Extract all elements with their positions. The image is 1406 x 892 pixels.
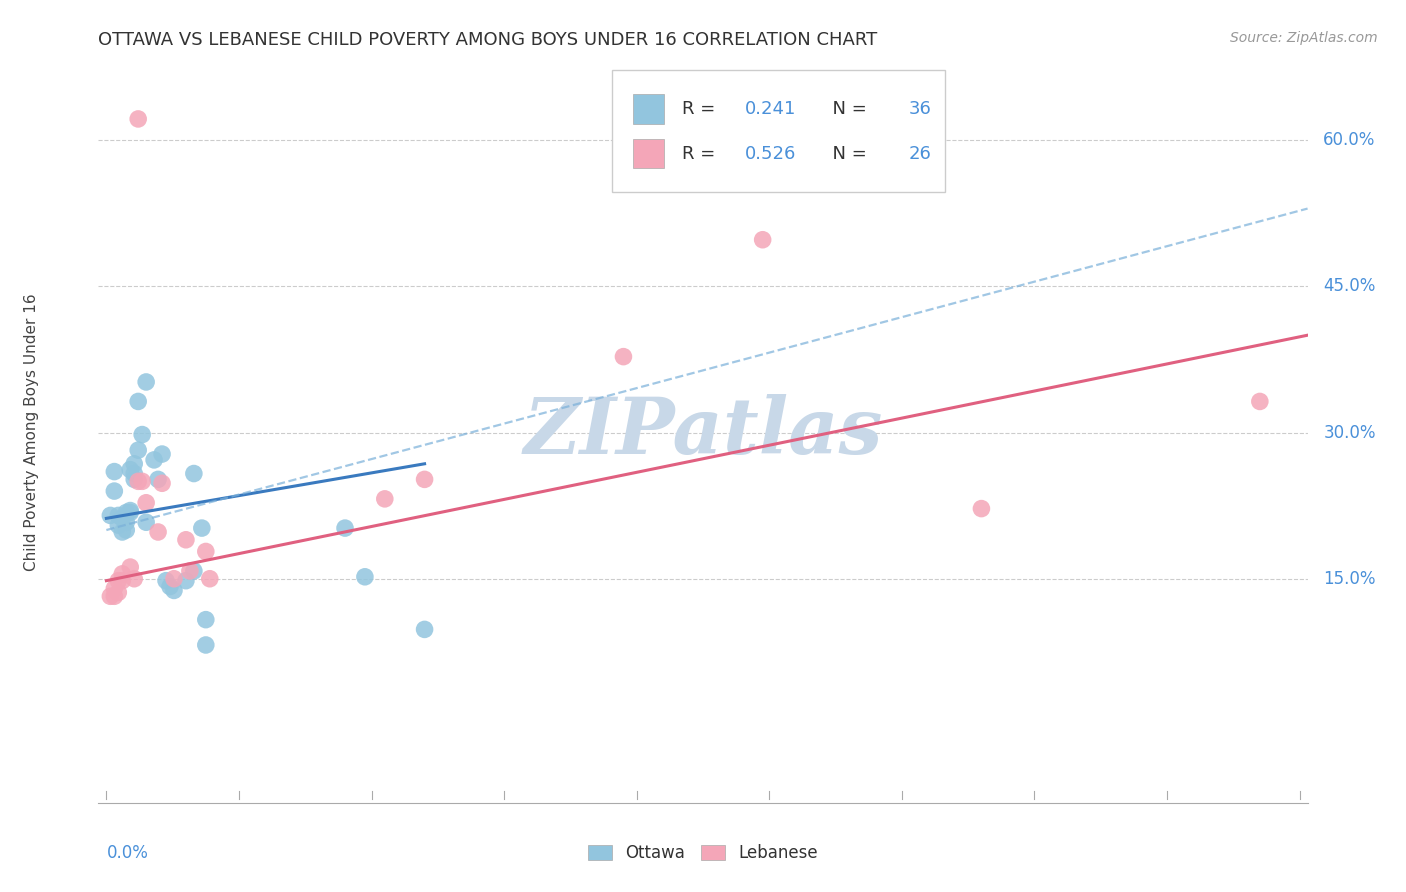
Point <box>111 511 134 525</box>
Text: Child Poverty Among Boys Under 16: Child Poverty Among Boys Under 16 <box>24 293 39 572</box>
Text: 45.0%: 45.0% <box>1323 277 1375 295</box>
Text: 26: 26 <box>910 145 932 162</box>
Point <box>198 572 221 586</box>
Point <box>111 566 134 581</box>
Point <box>107 574 129 588</box>
Text: 0.526: 0.526 <box>745 145 796 162</box>
Point <box>103 484 125 499</box>
Point <box>120 462 142 476</box>
Point <box>127 443 149 458</box>
Point <box>150 447 173 461</box>
Point <box>131 427 153 442</box>
Point <box>194 544 217 558</box>
Point <box>333 521 356 535</box>
Point <box>413 623 436 637</box>
Point <box>183 564 205 578</box>
Point <box>413 472 436 486</box>
Point <box>115 515 138 529</box>
Text: N =: N = <box>821 100 872 118</box>
FancyBboxPatch shape <box>633 138 664 169</box>
Text: 0.0%: 0.0% <box>107 844 148 862</box>
Text: R =: R = <box>682 145 721 162</box>
Point <box>135 515 157 529</box>
Point <box>174 533 197 547</box>
Point <box>111 574 134 588</box>
Legend: Ottawa, Lebanese: Ottawa, Lebanese <box>582 838 824 869</box>
Point <box>970 501 993 516</box>
Point <box>131 475 153 489</box>
Point <box>111 524 134 539</box>
Point <box>146 472 169 486</box>
Point <box>122 457 145 471</box>
Point <box>122 572 145 586</box>
Point <box>194 638 217 652</box>
Point <box>751 233 773 247</box>
Point <box>127 112 149 126</box>
FancyBboxPatch shape <box>613 70 945 192</box>
Point <box>120 560 142 574</box>
Point <box>98 589 121 603</box>
Point <box>179 564 201 578</box>
Text: 15.0%: 15.0% <box>1323 570 1376 588</box>
Point <box>115 523 138 537</box>
Point <box>183 467 205 481</box>
Point <box>115 506 138 520</box>
Point <box>163 572 186 586</box>
Point <box>143 453 166 467</box>
Point <box>103 465 125 479</box>
Point <box>163 583 186 598</box>
Point <box>122 467 145 481</box>
Point <box>194 613 217 627</box>
Point <box>122 472 145 486</box>
Text: 0.241: 0.241 <box>745 100 796 118</box>
FancyBboxPatch shape <box>633 95 664 124</box>
Text: 30.0%: 30.0% <box>1323 424 1376 442</box>
Point <box>135 496 157 510</box>
Point <box>191 521 214 535</box>
Point <box>103 589 125 603</box>
Text: ZIPatlas: ZIPatlas <box>523 394 883 471</box>
Text: 60.0%: 60.0% <box>1323 131 1375 149</box>
Point <box>98 508 121 523</box>
Point <box>103 582 125 596</box>
Point <box>374 491 396 506</box>
Text: N =: N = <box>821 145 872 162</box>
Point <box>107 518 129 533</box>
Point <box>120 506 142 520</box>
Point <box>107 508 129 523</box>
Point <box>127 475 149 489</box>
Point <box>174 574 197 588</box>
Point <box>155 574 177 588</box>
Text: R =: R = <box>682 100 721 118</box>
Point <box>120 503 142 517</box>
Point <box>150 476 173 491</box>
Point <box>146 524 169 539</box>
Point <box>612 350 634 364</box>
Point <box>159 580 181 594</box>
Point <box>127 394 149 409</box>
Point <box>354 570 377 584</box>
Point <box>107 585 129 599</box>
Point <box>135 375 157 389</box>
Point <box>1249 394 1271 409</box>
Text: 36: 36 <box>910 100 932 118</box>
Text: OTTAWA VS LEBANESE CHILD POVERTY AMONG BOYS UNDER 16 CORRELATION CHART: OTTAWA VS LEBANESE CHILD POVERTY AMONG B… <box>98 31 877 49</box>
Text: Source: ZipAtlas.com: Source: ZipAtlas.com <box>1230 31 1378 45</box>
